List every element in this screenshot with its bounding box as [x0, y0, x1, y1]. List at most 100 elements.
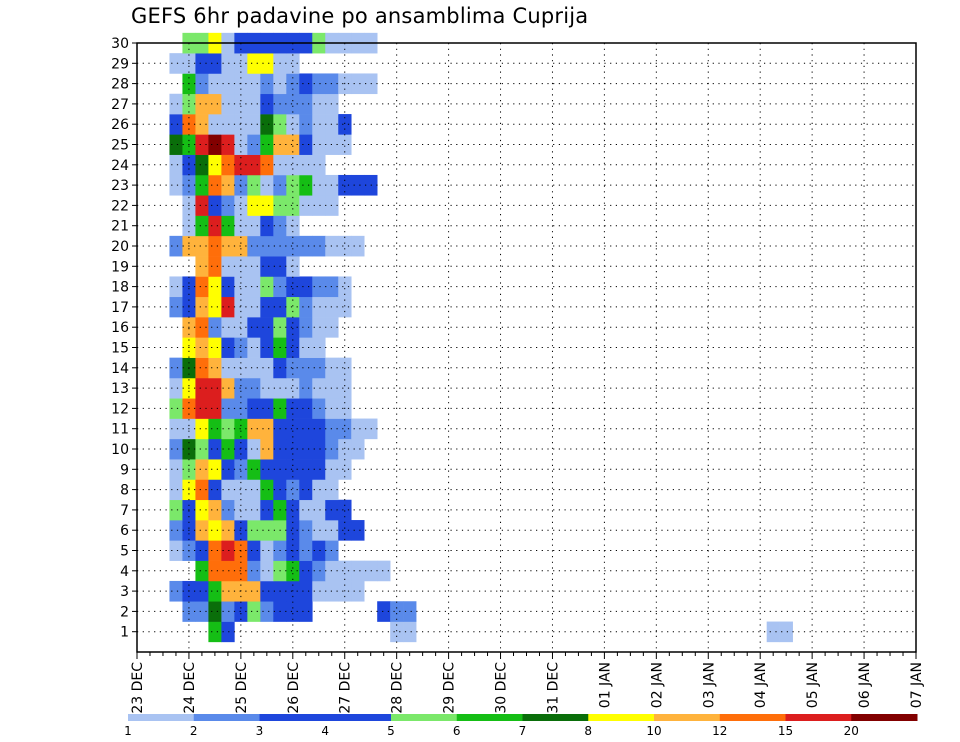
heatmap-cell — [312, 337, 326, 358]
heatmap-cell — [312, 195, 326, 216]
heatmap-cell — [247, 174, 261, 196]
y-tick-label: 26 — [111, 117, 129, 133]
heatmap-cell — [286, 601, 300, 622]
x-tick-label: 05 JAN — [805, 662, 821, 708]
heatmap-cell — [169, 296, 183, 318]
heatmap-cell — [299, 114, 313, 135]
heatmap-cell — [169, 53, 183, 74]
x-axis: 23 DEC 24 DEC 25 DEC 26 DEC 27 DEC 28 DEC 29 D… — [130, 652, 925, 714]
heatmap-cell — [221, 377, 235, 399]
heatmap-cell — [195, 601, 209, 622]
heatmap-cell — [299, 601, 313, 622]
heatmap-cell — [195, 377, 209, 399]
heatmap-cell — [221, 256, 235, 277]
heatmap-cell — [169, 580, 183, 602]
legend-label: 7 — [519, 724, 527, 738]
legend-label: 12 — [712, 724, 727, 738]
heatmap-cell — [234, 499, 248, 521]
heatmap-cell — [299, 479, 313, 501]
heatmap-cell — [247, 479, 261, 501]
heatmap-cell — [351, 438, 365, 460]
y-tick-label: 21 — [111, 219, 129, 235]
heatmap-cell — [195, 174, 209, 196]
heatmap-cell — [195, 93, 209, 115]
heatmap-cell — [312, 479, 326, 501]
heatmap-cell — [195, 154, 209, 176]
heatmap-cell — [247, 499, 261, 521]
heatmap-cell — [195, 438, 209, 460]
heatmap-cell — [260, 601, 274, 622]
heatmap-cell — [208, 540, 222, 561]
heatmap-cell — [260, 560, 274, 582]
heatmap-cell — [195, 459, 209, 480]
heatmap-cell — [260, 215, 274, 237]
y-tick-label: 9 — [120, 462, 129, 478]
heatmap-cell — [208, 560, 222, 582]
heatmap-cell — [247, 276, 261, 298]
heatmap-cell — [195, 337, 209, 358]
heatmap-cell — [312, 560, 326, 582]
heatmap-cell — [169, 438, 183, 460]
heatmap-cell — [221, 499, 235, 521]
heatmap-cell — [260, 317, 274, 338]
heatmap-cell — [312, 114, 326, 135]
heatmap-cell — [221, 276, 235, 298]
heatmap-cell — [247, 134, 261, 155]
heatmap-cell — [195, 114, 209, 135]
x-tick-label: 04 JAN — [753, 662, 769, 708]
heatmap-cell — [286, 93, 300, 115]
heatmap-cell — [247, 73, 261, 95]
heatmap-cell — [247, 418, 261, 440]
heatmap-cell — [338, 418, 352, 440]
heatmap-cell — [390, 621, 404, 643]
x-tick-label: 26 DEC — [286, 662, 302, 714]
heatmap-cell — [338, 235, 352, 257]
heatmap-cell — [234, 418, 248, 440]
heatmap-cell — [169, 377, 183, 399]
heatmap-cell — [234, 174, 248, 196]
heatmap-cell — [221, 540, 235, 561]
heatmap-cell — [260, 73, 274, 95]
heatmap-cell — [247, 296, 261, 318]
heatmap-cell — [312, 174, 326, 196]
heatmap-cell — [338, 174, 352, 196]
legend-swatch — [851, 714, 918, 721]
y-tick-label: 22 — [111, 198, 129, 214]
heatmap-cell — [169, 459, 183, 480]
legend-swatch — [522, 714, 589, 721]
legend-label: 15 — [778, 724, 793, 738]
heatmap-cell — [286, 154, 300, 176]
heatmap-cell — [286, 560, 300, 582]
heatmap-cell — [299, 459, 313, 480]
heatmap-cell — [208, 296, 222, 318]
heatmap-cell — [260, 377, 274, 399]
x-tick-label: 03 JAN — [701, 662, 717, 708]
heatmap-cell — [169, 134, 183, 155]
x-tick-label: 30 DEC — [494, 662, 510, 714]
legend-swatch — [719, 714, 786, 721]
legend-swatch — [785, 714, 852, 721]
x-tick-label: 27 DEC — [338, 662, 354, 714]
heatmap-cell — [221, 337, 235, 358]
heatmap-cell — [299, 134, 313, 155]
heatmap-cell — [312, 317, 326, 338]
y-tick-label: 13 — [111, 381, 129, 397]
heatmap-cell — [221, 317, 235, 338]
heatmap-cell — [286, 418, 300, 440]
heatmap-cell — [247, 256, 261, 277]
y-tick-label: 15 — [111, 341, 129, 357]
heatmap-cell — [286, 377, 300, 399]
y-tick-label: 27 — [111, 97, 129, 113]
heatmap-cell — [208, 215, 222, 237]
heatmap-cell — [208, 93, 222, 115]
heatmap-cell — [221, 621, 235, 643]
heatmap-cell — [377, 601, 391, 622]
heatmap-cell — [208, 357, 222, 379]
heatmap-cell — [195, 235, 209, 257]
legend-swatch — [128, 714, 195, 721]
heatmap-cell — [234, 377, 248, 399]
heatmap-cell — [169, 114, 183, 135]
heatmap-cell — [338, 296, 352, 318]
heatmap-cell — [286, 114, 300, 135]
heatmap-cell — [247, 215, 261, 237]
